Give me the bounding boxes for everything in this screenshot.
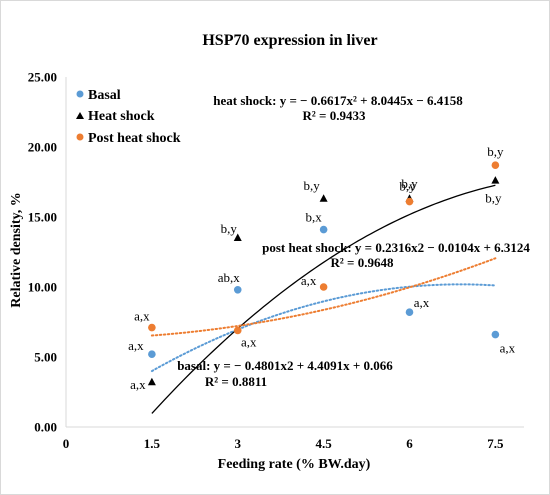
point-labels: a,x ab,x b,x a,x a,x a,x b,y b,y b,y b,y a,x a,x a,x… [128,144,516,392]
heat-shock-point [319,194,328,202]
basal-point-label: a,x [414,295,430,310]
heat-shock-point-label: b,y [221,221,238,236]
axes [65,77,524,428]
post-heat-shock-point [233,326,242,335]
trendlines [150,184,497,414]
heat-shock-point-label: b,y [401,176,418,191]
x-tick-label: 7.5 [487,436,504,451]
heat-shock-point-label: b,y [485,191,502,206]
post-heat-shock-trendline [150,257,497,337]
y-tick-label: 10.00 [28,280,57,295]
legend-heat-shock-marker [76,112,84,119]
post-heat-shock-point [319,283,328,291]
x-axis-label: Feeding rate (% BW.day) [218,457,371,472]
legend-basal-label: Basal [88,88,121,103]
data-markers [147,161,500,386]
y-tick-label: 0.00 [34,420,57,435]
basal-point [319,225,328,234]
y-tick-label: 5.00 [34,350,57,365]
post-heat-shock-r2: R² = 0.9648 [331,255,394,270]
legend-basal-marker [76,90,84,98]
post-heat-shock-point [405,197,414,206]
post-heat-shock-point-label: a,x [301,273,317,288]
y-tick-label: 20.00 [28,140,57,155]
basal-point-label: a,x [500,341,516,356]
basal-point-label: b,x [306,210,323,225]
legend: Basal Heat shock Post heat shock [76,88,181,146]
trendline-equations: heat shock: y = − 0.6617x² + 8.0445x − 6… [177,93,530,389]
x-tick-label: 1.5 [144,436,161,451]
heat-shock-equation: heat shock: y = − 0.6617x² + 8.0445x − 6… [213,93,463,108]
legend-post-heat-shock-label: Post heat shock [88,131,181,146]
basal-r2: R² = 0.8811 [205,374,267,389]
legend-post-heat-shock-marker [76,133,84,141]
heat-shock-point [147,377,156,386]
post-heat-shock-point-label: a,x [241,334,257,349]
x-tick-label: 0 [63,436,70,451]
post-heat-shock-point-label: b,y [399,179,416,194]
x-tick-label: 3 [235,436,242,451]
basal-point [233,286,242,294]
post-heat-shock-equation: post heat shock: y = 0.2316x2 − 0.0104x … [262,240,530,255]
heat-shock-r2: R² = 0.9433 [303,108,366,123]
heat-shock-point-label: b,y [304,178,321,193]
post-heat-shock-point [491,161,500,169]
heat-shock-trendline [151,184,496,414]
legend-item-basal: Basal [76,88,121,103]
x-tick-label: 4.5 [316,436,333,451]
basal-equation: basal: y = − 0.4801x2 + 4.4091x + 0.066 [177,358,393,373]
basal-point-label: a,x [128,338,144,353]
legend-heat-shock-label: Heat shock [88,109,155,124]
heat-shock-point-label: a,x [130,377,146,392]
y-tick-label: 15.00 [28,210,57,225]
legend-item-heat-shock: Heat shock [76,109,155,124]
basal-point-label: ab,x [218,270,241,285]
y-tick-label: 25.00 [28,70,57,85]
basal-point [491,330,500,339]
chart-title: HSP70 expression in liver [202,32,377,49]
basal-trendline [150,283,497,373]
post-heat-shock-point-label: a,x [134,309,150,324]
post-heat-shock-point [148,323,156,332]
post-heat-shock-point-label: b,y [487,144,504,159]
y-tick-labels: 0.00 5.00 10.00 15.00 20.00 25.00 [28,70,57,435]
x-tick-labels: 0 1.5 3 4.5 6 7.5 [63,436,504,451]
y-axis-label: Relative density, % [9,192,24,308]
basal-point [405,308,414,317]
heat-shock-point [233,233,242,241]
legend-item-post-heat-shock: Post heat shock [76,131,181,146]
heat-shock-point [491,176,500,184]
x-tick-label: 6 [406,436,413,451]
basal-point [148,350,156,359]
